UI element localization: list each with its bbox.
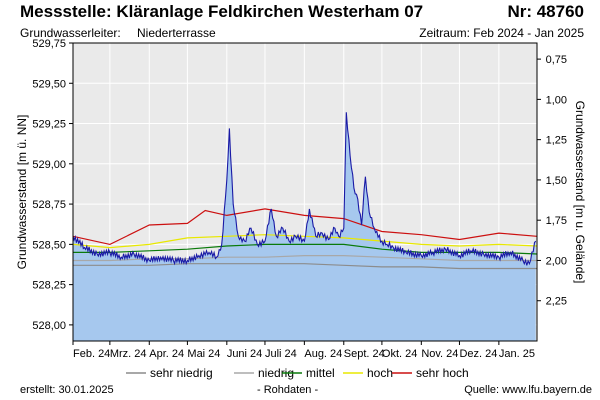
y-tick-label-left: 529,25 [32, 119, 66, 131]
y-axis-label-left: Grundwasserstand [m ü. NN] [15, 115, 29, 270]
x-tick-label: Aug. 24 [304, 348, 342, 360]
y-tick-label-right: 2,25 [546, 296, 567, 308]
y-tick-label-right: 2,00 [546, 255, 567, 267]
x-tick-label: Sept. 24 [344, 348, 385, 360]
legend-label-mittel: mittel [306, 366, 335, 380]
legend-label-hoch: hoch [367, 366, 393, 380]
period-label: Zeitraum: Feb 2024 - Jan 2025 [419, 26, 584, 40]
x-tick-label: Feb. 24 [73, 348, 110, 360]
aquifer-label: Grundwasserleiter: [20, 26, 121, 40]
x-tick-label: Jan. 25 [499, 348, 535, 360]
measured-area [73, 112, 536, 341]
y-tick-label-left: 528,25 [32, 280, 66, 292]
x-tick-label: Nov. 24 [421, 348, 458, 360]
y-tick-label-left: 528,00 [32, 320, 66, 332]
x-tick-label: Dez. 24 [459, 348, 497, 360]
y-tick-label-left: 528,50 [32, 239, 66, 251]
y-tick-label-left: 529,50 [32, 78, 66, 90]
legend-label-niedrig: niedrig [258, 366, 294, 380]
series-line-measured [72, 112, 537, 266]
legend-label-sehr-hoch: sehr hoch [416, 366, 469, 380]
station-number: Nr: 48760 [507, 2, 584, 21]
x-tick-label: Juni 24 [227, 348, 262, 360]
series-line-sehr-hoch [72, 208, 538, 246]
series-line-niedrig [73, 255, 537, 262]
created-date: erstellt: 30.01.2025 [20, 384, 114, 396]
x-tick-label: Apr. 24 [149, 348, 184, 360]
y-tick-label-right: 1,00 [546, 94, 567, 106]
series-line-mittel [73, 243, 538, 255]
y-tick-label-left: 529,00 [32, 159, 66, 171]
plot-frame [72, 42, 538, 342]
x-tick-label: Juli 24 [265, 348, 297, 360]
source-link[interactable]: Quelle: www.lfu.bayern.de [464, 384, 592, 396]
x-tick-label: Mai 24 [187, 348, 220, 360]
legend-label-sehr-niedrig: sehr niedrig [150, 366, 213, 380]
y-tick-label-right: 1,75 [546, 215, 567, 227]
y-tick-label-left: 529,75 [32, 38, 66, 50]
aquifer-value: Niederterrasse [137, 26, 216, 40]
y-tick-label-right: 1,50 [546, 175, 567, 187]
x-tick-label: Okt. 24 [382, 348, 417, 360]
series-line-hoch [72, 234, 538, 249]
series-line-sehr-niedrig [73, 263, 537, 270]
y-tick-label-right: 1,25 [546, 135, 567, 147]
x-tick-label: Mrz. 24 [110, 348, 147, 360]
y-axis-label-right: Grundwasserstand [m u. Gelände] [573, 101, 587, 284]
rawdata-note: - Rohdaten - [257, 384, 319, 396]
y-tick-label-right: 0,75 [546, 54, 567, 66]
chart-title: Messstelle: Kläranlage Feldkirchen Weste… [20, 2, 424, 21]
y-tick-label-left: 528,75 [32, 199, 66, 211]
